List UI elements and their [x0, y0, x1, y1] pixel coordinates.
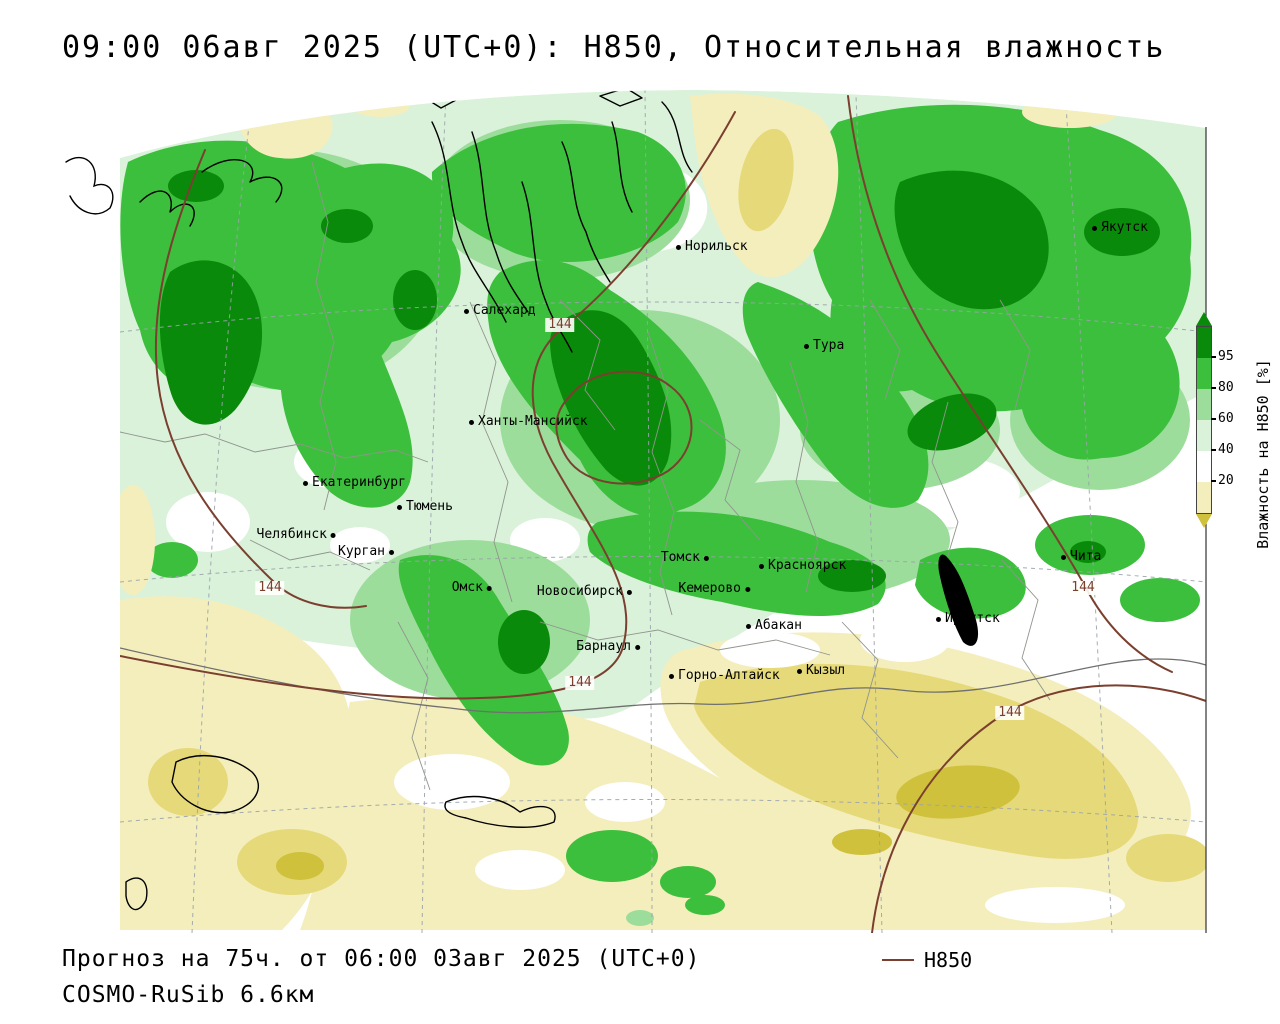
city-dot-icon [627, 589, 632, 595]
colorbar-band [1197, 482, 1211, 513]
city-marker: Абакан [746, 619, 802, 633]
city-marker: Иркутск [936, 612, 1000, 626]
colorbar-band [1197, 327, 1211, 358]
city-dot-icon [936, 616, 941, 622]
footer-model-line: COSMO-RuSib 6.6км [62, 982, 315, 1008]
city-dot-icon [804, 343, 809, 349]
city-dot-icon [635, 644, 640, 650]
city-label: Курган [338, 544, 385, 559]
colorbar-tick-label: 20 [1211, 473, 1234, 488]
colorbar-band [1197, 420, 1211, 451]
city-dot-icon [389, 549, 394, 555]
city-label: Горно-Алтайск [678, 668, 780, 683]
city-dot-icon [759, 563, 764, 569]
city-dot-icon [1092, 225, 1097, 231]
city-label: Кемерово [678, 581, 741, 596]
city-label: Челябинск [256, 527, 327, 542]
h850-contours [120, 95, 1206, 933]
contour-value-label: 144 [255, 581, 285, 595]
city-marker: Екатеринбург [303, 476, 406, 490]
city-marker: Горно-Алтайск [669, 669, 780, 683]
city-label: Салехард [473, 303, 536, 318]
city-dot-icon [669, 673, 674, 679]
city-label: Чита [1070, 549, 1102, 564]
city-marker: Тура [804, 339, 844, 353]
colorbar: 95 80 60 40 20 Влажность на H850 [%] [1196, 312, 1280, 572]
city-marker: Красноярск [759, 559, 846, 573]
city-label: Абакан [755, 618, 802, 633]
contour-value-label: 144 [545, 318, 575, 332]
city-marker: Якутск [1092, 221, 1148, 235]
colorbar-ticks: 95 80 60 40 20 [1211, 312, 1248, 532]
city-marker: Челябинск [257, 528, 336, 542]
city-dot-icon [487, 585, 492, 591]
page-title: 09:00 06авг 2025 (UTC+0): H850, Относите… [62, 30, 1166, 65]
colorbar-band [1197, 451, 1211, 482]
city-label: Норильск [685, 239, 748, 254]
city-dot-icon [464, 308, 469, 314]
colorbar-tick-label: 60 [1211, 411, 1234, 426]
contour-value-label: 144 [1068, 581, 1098, 595]
humidity-field [120, 90, 1206, 933]
city-marker: Барнаул [576, 640, 640, 654]
colorbar-tick-label: 80 [1211, 380, 1234, 395]
city-dot-icon [746, 623, 751, 629]
city-marker: Кемерово [678, 582, 750, 596]
colorbar-tick-label: 95 [1211, 349, 1234, 364]
city-label: Якутск [1101, 220, 1148, 235]
city-marker: Салехард [464, 304, 536, 318]
graticule [120, 90, 1206, 933]
city-label: Иркутск [945, 611, 1000, 626]
colorbar-band [1197, 389, 1211, 420]
city-marker: Ханты-Мансийск [469, 415, 588, 429]
city-label: Омск [451, 580, 483, 595]
country-border [120, 647, 1206, 714]
colorbar-title: Влажность на H850 [%] [1254, 359, 1272, 549]
city-dot-icon [331, 532, 336, 538]
city-marker: Томск [661, 551, 709, 565]
h850-legend-line [882, 959, 914, 961]
h850-legend-label: H850 [924, 948, 973, 972]
city-dot-icon [469, 419, 474, 425]
city-marker: Тюмень [397, 500, 453, 514]
coastline-outside [65, 156, 114, 215]
colorbar-body [1196, 326, 1212, 514]
colorbar-band [1197, 358, 1211, 389]
city-dot-icon [704, 555, 709, 561]
city-marker: Чита [1061, 550, 1101, 564]
city-label: Красноярск [768, 558, 847, 573]
admin-borders [120, 161, 1051, 791]
footer-forecast-line: Прогноз на 75ч. от 06:00 03авг 2025 (UTC… [62, 946, 701, 972]
city-dot-icon [745, 586, 750, 592]
colorbar-tick-label: 40 [1211, 442, 1234, 457]
colorbar-arrow-top [1196, 312, 1212, 326]
city-label: Барнаул [576, 639, 631, 654]
contour-value-label: 144 [995, 706, 1025, 720]
city-label: Томск [660, 550, 700, 565]
city-label: Тура [813, 338, 845, 353]
city-dot-icon [1061, 554, 1066, 560]
city-marker: Омск [452, 581, 492, 595]
city-marker: Кызыл [797, 664, 845, 678]
city-label: Тюмень [406, 499, 453, 514]
city-label: Кызыл [806, 663, 846, 678]
city-marker: Курган [338, 545, 394, 559]
city-dot-icon [303, 480, 308, 486]
city-dot-icon [797, 668, 802, 674]
city-label: Екатеринбург [312, 475, 406, 490]
city-marker: Новосибирск [537, 585, 632, 599]
h850-legend: H850 [882, 948, 972, 972]
colorbar-bar [1196, 312, 1212, 528]
city-label: Новосибирск [536, 584, 623, 599]
city-label: Ханты-Мансийск [478, 414, 588, 429]
city-dot-icon [397, 504, 402, 510]
city-dot-icon [676, 244, 681, 250]
contour-value-label: 144 [565, 676, 595, 690]
colorbar-arrow-bottom [1196, 514, 1212, 528]
city-marker: Норильск [676, 240, 748, 254]
